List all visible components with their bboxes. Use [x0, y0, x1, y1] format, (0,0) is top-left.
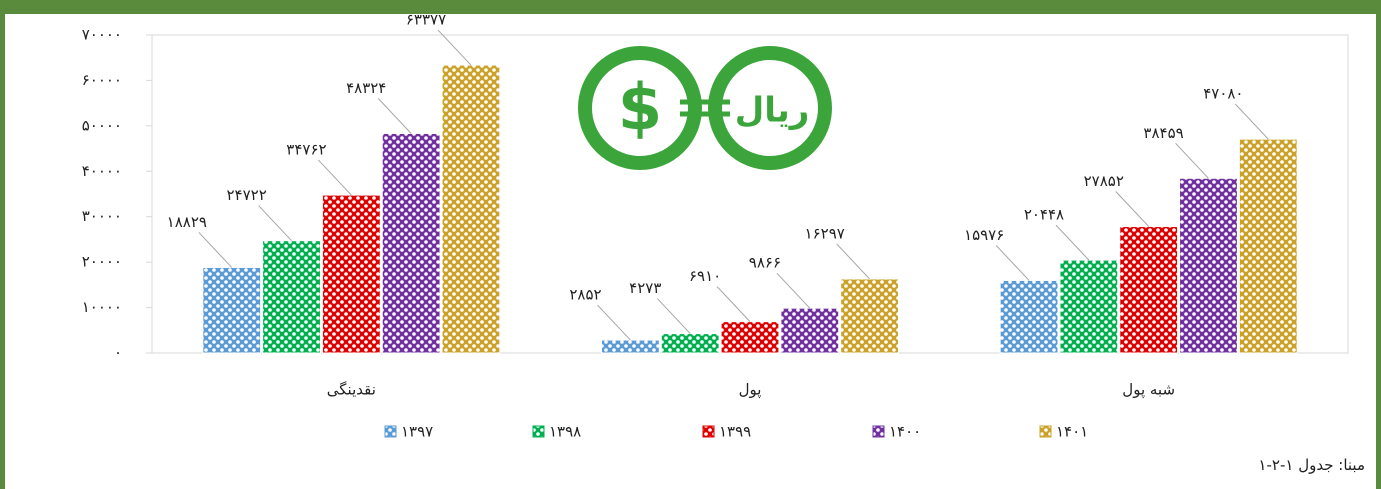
legend-swatch	[872, 425, 885, 438]
data-label: ۲۸۵۲	[569, 286, 601, 304]
y-tick-label: ۴۰۰۰۰	[82, 162, 122, 180]
legend-swatch	[702, 425, 715, 438]
y-tick-label: ۵۰۰۰۰	[82, 116, 122, 134]
bar	[840, 278, 900, 354]
leader-line	[258, 205, 292, 242]
leader-line	[656, 298, 691, 334]
legend-label: ۱۳۹۷	[401, 423, 433, 441]
leader-line	[1175, 142, 1209, 179]
svg-text:$: $	[618, 72, 663, 146]
y-tick-label: ۱۰۰۰۰	[82, 298, 122, 316]
leader-line	[836, 243, 870, 280]
bar	[1238, 138, 1298, 354]
bar	[262, 240, 321, 354]
data-label: ۴۸۳۲۴	[346, 79, 386, 97]
leader-line	[1235, 103, 1269, 140]
leader-line	[716, 286, 751, 322]
bar	[999, 279, 1059, 354]
bar	[1059, 259, 1119, 354]
leader-line	[1115, 191, 1150, 227]
legend-swatch	[532, 425, 545, 438]
leader-line	[318, 159, 352, 196]
bar	[1119, 225, 1179, 354]
y-tick-label: ۲۰۰۰۰	[82, 253, 122, 271]
legend-label: ۱۳۹۹	[719, 423, 751, 441]
leader-line	[776, 272, 811, 309]
leader-line	[995, 245, 1030, 281]
data-label: ۱۵۹۷۶	[964, 226, 1004, 244]
leader-line	[437, 29, 472, 66]
bar	[381, 132, 441, 354]
data-label: ۲۷۸۵۲	[1084, 172, 1124, 190]
legend-label: ۱۴۰۰	[889, 423, 921, 441]
data-label: ۴۲۷۳	[629, 279, 661, 297]
x-tick-label: پول	[739, 381, 762, 400]
x-tick-label: نقدینگی	[327, 381, 376, 399]
leader-line	[1055, 224, 1090, 261]
legend-swatch	[1039, 425, 1052, 438]
leader-line	[597, 304, 631, 341]
bar	[660, 333, 720, 354]
legend-label: ۱۴۰۱	[1056, 423, 1088, 441]
left-border	[0, 0, 5, 489]
data-label: ۲۴۷۲۲	[226, 186, 266, 204]
data-label: ۶۳۳۷۷	[406, 11, 446, 29]
legend-label: ۱۳۹۸	[549, 423, 581, 441]
right-border	[1376, 0, 1381, 489]
y-tick-label: ۰	[114, 344, 122, 362]
data-label: ۱۸۸۲۹	[167, 213, 207, 231]
top-border	[0, 0, 1381, 14]
y-tick-label: ۳۰۰۰۰	[82, 207, 122, 225]
bar	[720, 321, 780, 354]
legend-swatch	[384, 425, 397, 438]
svg-text:ریال: ریال	[735, 91, 810, 131]
data-label: ۹۸۶۶	[749, 254, 781, 272]
bar	[321, 194, 381, 354]
y-tick-label: ۶۰۰۰۰	[82, 71, 122, 89]
leader-line	[198, 232, 233, 268]
data-label: ۳۸۴۵۹	[1143, 124, 1183, 142]
bar	[601, 339, 660, 354]
y-tick-label: ۷۰۰۰۰	[82, 26, 122, 44]
data-label: ۱۶۲۹۷	[805, 224, 845, 242]
bar	[1179, 177, 1238, 354]
x-tick-label: شبه پول	[1122, 381, 1175, 400]
data-label: ۶۹۱۰	[689, 267, 721, 285]
bar	[441, 64, 501, 354]
data-label: ۲۰۴۴۸	[1024, 206, 1064, 224]
data-label: ۴۷۰۸۰	[1203, 85, 1243, 103]
data-label: ۳۴۷۶۲	[286, 141, 326, 159]
logo: $ ریال	[578, 46, 832, 170]
leader-line	[377, 98, 412, 134]
bar	[202, 266, 262, 354]
bar	[780, 307, 840, 354]
source-note: مبنا: جدول ۱-۲-۱	[1258, 456, 1365, 474]
